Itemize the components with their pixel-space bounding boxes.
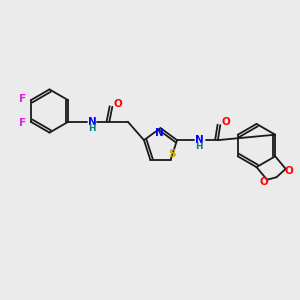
Text: N: N [88,117,97,127]
Text: N: N [195,135,204,145]
Text: H: H [195,142,202,151]
Text: O: O [114,99,123,109]
Text: O: O [222,117,230,127]
Text: F: F [19,94,26,104]
Text: N: N [154,128,164,139]
Text: O: O [260,177,268,187]
Text: S: S [169,149,176,159]
Text: F: F [19,118,26,128]
Text: O: O [284,166,293,176]
Text: H: H [88,124,96,133]
